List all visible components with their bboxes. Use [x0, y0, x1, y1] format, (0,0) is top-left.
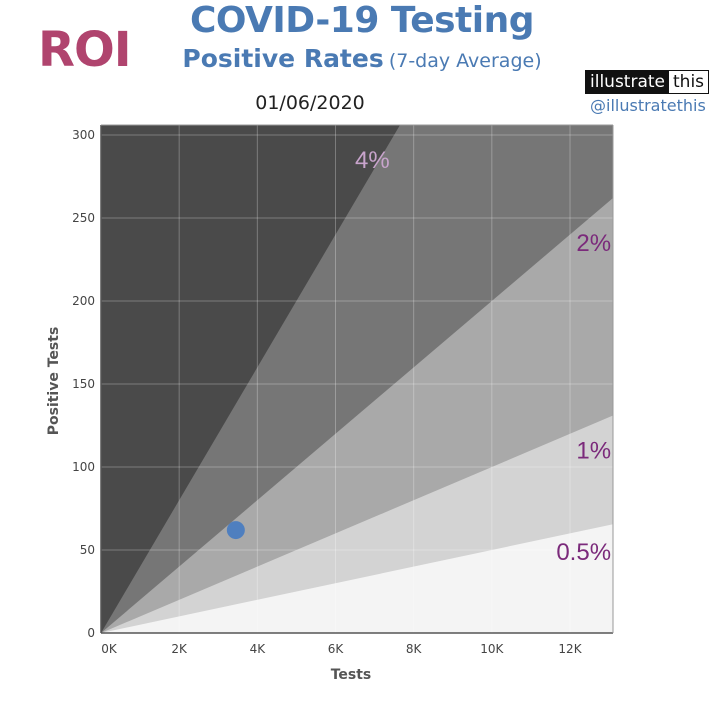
band-label: 2% — [576, 230, 611, 257]
x-tick-label: 0K — [101, 642, 118, 656]
y-tick-label: 250 — [72, 211, 95, 225]
date-label: 01/06/2020 — [255, 92, 365, 114]
x-tick-label: 10K — [480, 642, 504, 656]
band-over-4pct — [101, 125, 400, 633]
chart-title: COVID-19 Testing — [189, 0, 535, 41]
band-label: 0.5% — [556, 539, 611, 566]
x-tick-label: 2K — [171, 642, 188, 656]
subtitle-note: (7-day Average) — [388, 50, 542, 72]
y-axis-title: Positive Tests — [46, 327, 62, 436]
band-label: 4% — [355, 147, 390, 174]
y-tick-label: 0 — [87, 626, 95, 640]
y-tick-label: 150 — [72, 377, 95, 391]
brand-logo: illustrate this — [585, 70, 710, 94]
brand-part-1: illustrate — [585, 70, 669, 94]
social-handle: @illustratethis — [590, 96, 706, 115]
subtitle-main: Positive Rates — [182, 44, 384, 73]
brand-part-2: this — [669, 70, 710, 94]
y-tick-label: 200 — [72, 294, 95, 308]
x-tick-label: 12K — [558, 642, 582, 656]
data-point — [226, 521, 245, 540]
x-tick-label: 4K — [250, 642, 267, 656]
x-tick-label: 6K — [328, 642, 345, 656]
y-tick-label: 100 — [72, 460, 95, 474]
region-label: ROI — [38, 22, 132, 78]
x-axis-title: Tests — [331, 667, 372, 683]
y-tick-label: 300 — [72, 128, 95, 142]
x-tick-label: 8K — [406, 642, 423, 656]
chart-subtitle: Positive Rates (7-day Average) — [0, 44, 720, 73]
band-label: 1% — [576, 438, 611, 465]
y-tick-label: 50 — [80, 543, 95, 557]
